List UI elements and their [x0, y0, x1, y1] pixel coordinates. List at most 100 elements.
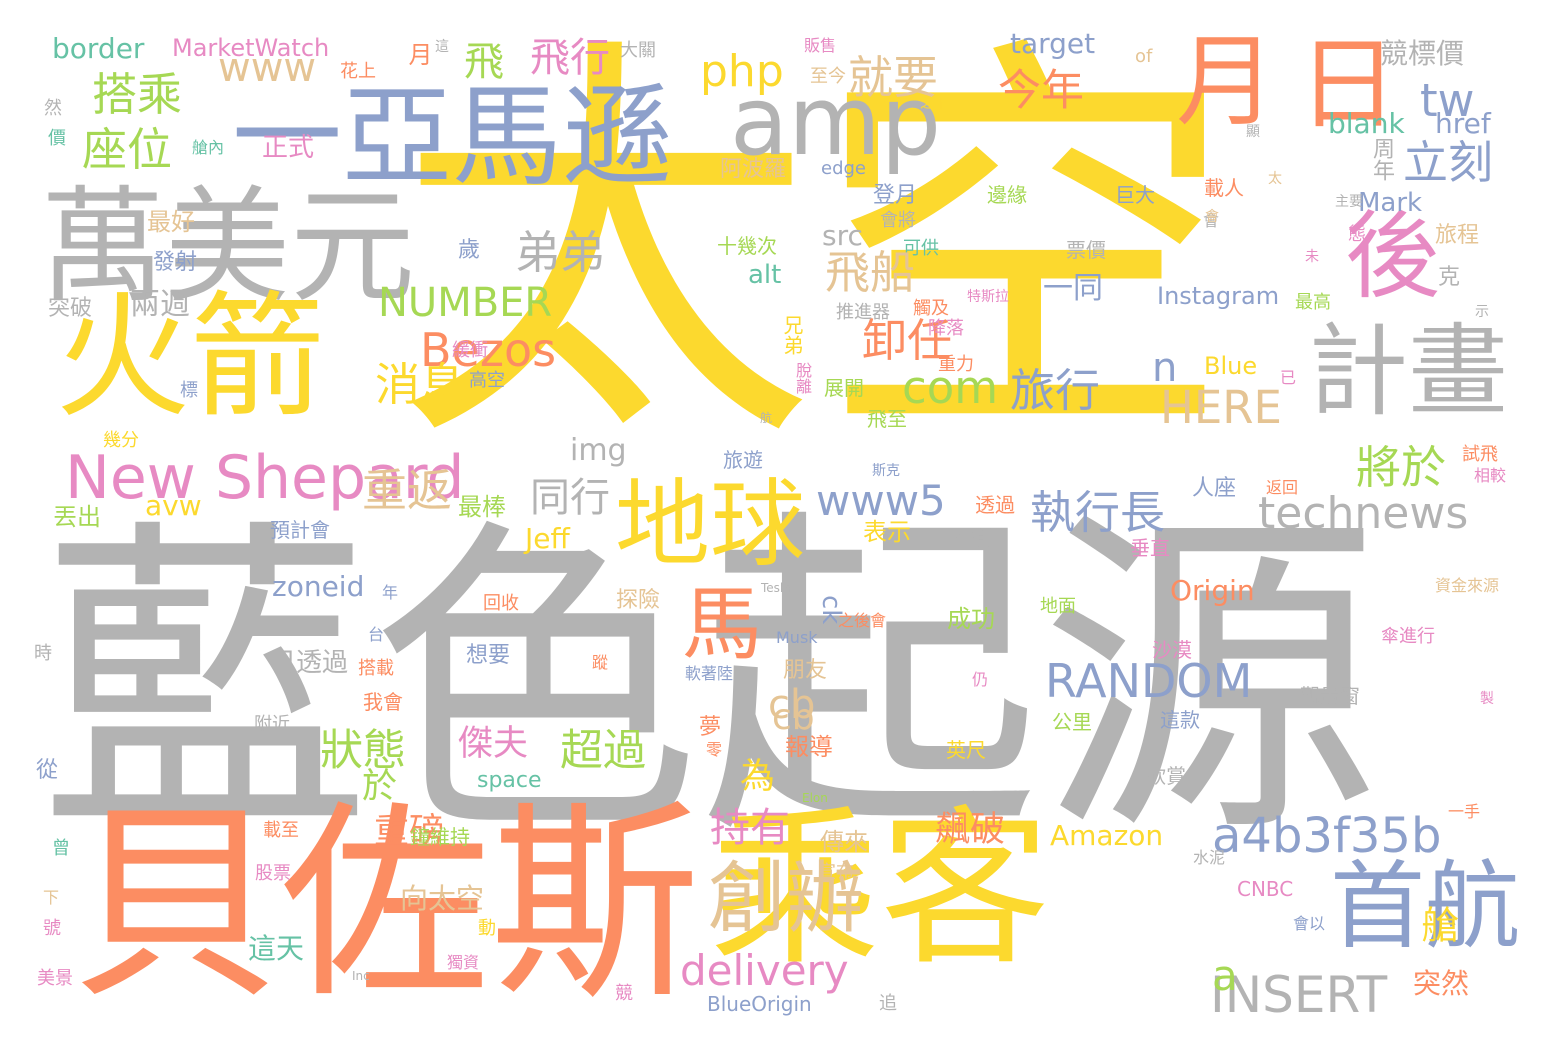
cloud-word: Origin [1170, 574, 1255, 607]
cloud-word: 號 [43, 918, 61, 939]
cloud-word: 藍色 [40, 493, 700, 877]
cloud-word: 未 [1305, 249, 1319, 265]
cloud-word: alt [748, 260, 782, 290]
cloud-word: 飛至 [867, 407, 907, 431]
cloud-word: Elon [802, 791, 828, 805]
cloud-word: 突破 [48, 296, 93, 321]
cloud-word: 傑夫 [458, 724, 529, 764]
cloud-word: 克 [1438, 265, 1461, 290]
cloud-word: Tesla [761, 581, 791, 595]
cloud-word: 價 [48, 128, 66, 149]
cloud-word: ck [816, 595, 846, 625]
cloud-word: 十幾次 [717, 234, 777, 258]
cloud-word: 發射 [153, 250, 198, 275]
cloud-word: 後 [1345, 202, 1441, 312]
cloud-word: 一亞馬遜 [232, 73, 672, 201]
cloud-word: 標 [180, 380, 198, 401]
cloud-word: 航 [760, 411, 773, 425]
cloud-word: 飆破 [935, 810, 1006, 850]
cloud-word: a4b3f35b [1212, 808, 1442, 864]
cloud-word: 態 [1348, 224, 1366, 245]
cloud-word: 兩週 [130, 287, 190, 322]
cloud-word: 日 [1298, 26, 1398, 143]
cloud-word: 消息 [375, 358, 466, 411]
cloud-word: 可供 [903, 238, 939, 259]
cloud-word: 零 [706, 740, 723, 759]
cloud-word: 邊緣 [987, 183, 1027, 207]
cloud-word: 弟弟 [515, 226, 606, 279]
cloud-word: 重力 [938, 354, 974, 375]
cloud-word: target [1010, 27, 1096, 60]
cloud-word: 示 [1475, 304, 1489, 320]
cloud-word: 夢 [699, 715, 722, 740]
cloud-word: img [570, 433, 627, 468]
cloud-word: 試飛 [1462, 444, 1498, 465]
cloud-word: 丟出 [53, 503, 101, 531]
cloud-word: 傘進行 [1381, 626, 1435, 647]
cloud-word: 股票 [255, 863, 291, 884]
cloud-word: 立刻 [1403, 136, 1494, 189]
cloud-word: 會將 [880, 210, 916, 231]
cloud-word: 最棒 [458, 493, 506, 521]
cloud-word: 最好 [147, 208, 195, 236]
cloud-word: 附近 [254, 714, 290, 735]
cloud-word: 會 [1203, 211, 1220, 230]
cloud-word: 獨資 [447, 953, 480, 972]
cloud-word: 相較 [1474, 466, 1507, 485]
cloud-word: 一同 [1043, 271, 1103, 306]
cloud-word: 這 [435, 39, 449, 55]
cloud-word: 展開 [824, 376, 864, 400]
cloud-word: 飛 [457, 40, 503, 80]
cloud-word: 曾 [52, 838, 70, 859]
cloud-word: 載至 [263, 820, 299, 841]
cloud-word: 突然 [1413, 967, 1470, 1000]
cloud-word: Inc [352, 969, 370, 983]
cloud-word: Jeff [525, 522, 570, 555]
cloud-word: 會 [1205, 209, 1219, 225]
cloud-word: 搭載 [358, 658, 394, 679]
cloud-word: 就要 [848, 51, 939, 104]
cloud-word: CNBC [1237, 877, 1294, 901]
cloud-word: 返回 [1266, 478, 1299, 497]
cloud-word: Bezos [420, 323, 557, 377]
cloud-word: 降落 [928, 318, 964, 339]
cloud-word: cb [772, 697, 815, 738]
cloud-word: 顯 [1246, 124, 1260, 140]
cloud-word: 萬美元 [40, 175, 415, 320]
cloud-word: 販售 [804, 36, 837, 55]
cloud-word: Amazon [1050, 819, 1164, 852]
cloud-word: NUMBER [378, 280, 553, 326]
cloud-word: 脫離 [793, 362, 812, 394]
cloud-word: zoneid [272, 570, 365, 603]
cloud-word: 觸及 [913, 298, 949, 319]
cloud-word: 透過 [975, 493, 1015, 517]
cloud-word: 月 [404, 42, 432, 66]
cloud-word: 太 [1268, 171, 1282, 187]
cloud-word: 下 [43, 888, 60, 907]
cloud-word: 起源 [700, 482, 1380, 878]
cloud-word: Instagram [1157, 282, 1280, 310]
cloud-word: 月 [1176, 23, 1276, 140]
cloud-word: 回收 [483, 593, 519, 614]
cloud-word: 已 [1280, 368, 1297, 387]
cloud-word: 之後會 [838, 611, 887, 630]
cloud-word: 正式 [262, 133, 315, 163]
cloud-word: 旅遊 [723, 448, 763, 472]
cloud-word: 垂直 [1130, 536, 1170, 560]
cloud-word: n [1152, 345, 1178, 391]
cloud-word: src [822, 219, 863, 252]
cloud-word: 搭乘 [92, 68, 183, 121]
cloud-word: MarketWatch [172, 34, 330, 62]
cloud-word: 人座 [1192, 476, 1237, 501]
cloud-word: BlueOrigin [707, 992, 812, 1016]
cloud-word: 馬 [682, 578, 762, 671]
cloud-word: com [902, 361, 999, 414]
cloud-word: 地球 [615, 470, 806, 580]
cloud-word: 緩衝 [452, 340, 488, 361]
cloud-word: 座位 [82, 123, 173, 176]
cloud-word: 艙 [1415, 905, 1459, 943]
cloud-word: edge [821, 158, 866, 179]
cloud-word: 軟著陸 [685, 664, 734, 683]
cloud-word: RANDOM [1045, 654, 1253, 708]
